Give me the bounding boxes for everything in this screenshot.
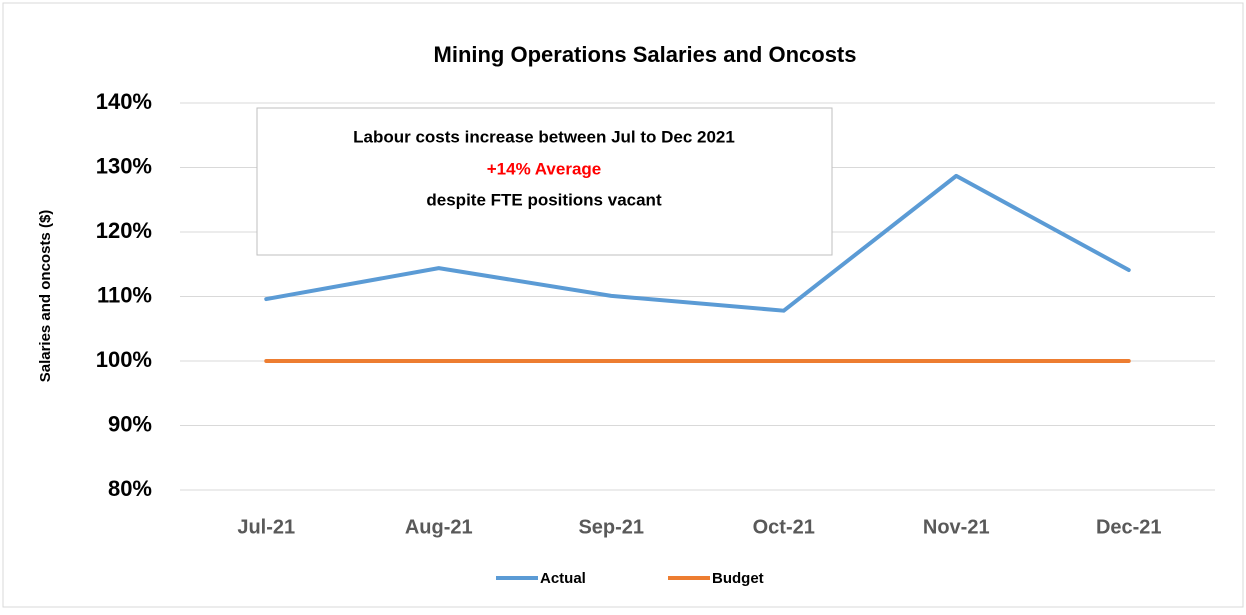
data-line: [264, 173, 1131, 313]
annotation-text: despite FTE positions vacant: [426, 190, 662, 209]
y-tick-label: 80%: [108, 476, 152, 501]
x-tick-label: Oct-21: [753, 516, 815, 538]
chart-title: Mining Operations Salaries and Oncosts: [434, 42, 857, 67]
x-tick-label: Aug-21: [405, 516, 473, 538]
y-tick-label: 130%: [96, 153, 152, 178]
x-tick-label: Sep-21: [578, 516, 644, 538]
annotation-box: [256, 107, 833, 256]
x-tick-label: Dec-21: [1096, 516, 1162, 538]
y-tick-label: 120%: [96, 218, 152, 243]
y-tick-label: 90%: [108, 411, 152, 436]
annotation-text: +14% Average: [487, 159, 602, 178]
legend-label: Actual: [540, 570, 586, 587]
legend-label: Budget: [712, 570, 764, 587]
y-tick-label: 100%: [96, 347, 152, 372]
y-tick-label: 110%: [97, 282, 152, 307]
annotation-text: Labour costs increase between Jul to Dec…: [353, 127, 735, 146]
x-tick-label: Jul-21: [237, 516, 295, 538]
y-tick-label: 140%: [96, 89, 152, 114]
x-tick-label: Nov-21: [923, 516, 990, 538]
y-axis-title: Salaries and oncosts ($): [37, 210, 54, 383]
